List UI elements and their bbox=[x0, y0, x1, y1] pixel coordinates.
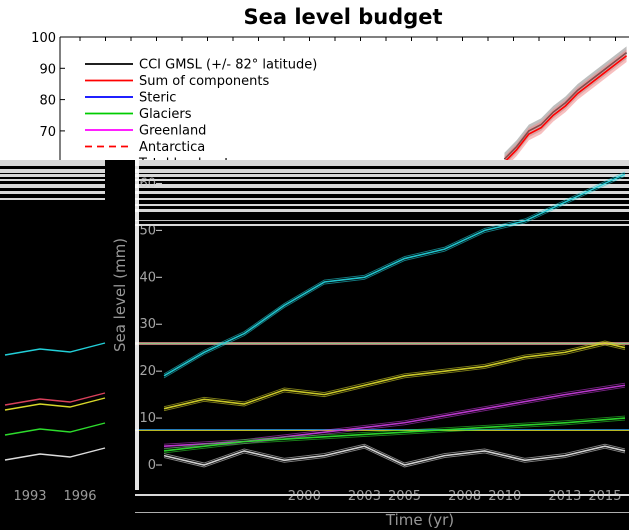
mini-series-line bbox=[4, 397, 106, 411]
y-tick-label: 70 bbox=[39, 125, 56, 140]
legend-entry: Greenland bbox=[139, 124, 206, 139]
lower-x-tick-label: 2003 bbox=[348, 489, 381, 504]
scanline-glitch bbox=[0, 204, 629, 206]
lower-series-line bbox=[163, 173, 626, 377]
lower-x-tick-label: 2005 bbox=[388, 489, 421, 504]
legend-entry: Sum of components bbox=[139, 74, 269, 89]
lower-y-tick-label: 10 bbox=[139, 411, 156, 426]
lower-series-line bbox=[163, 443, 626, 464]
legend-entry: Antarctica bbox=[139, 140, 205, 155]
lower-series-line bbox=[163, 340, 626, 408]
lower-series-line bbox=[163, 419, 626, 454]
mini-series-line bbox=[4, 447, 106, 461]
scanline-glitch bbox=[0, 343, 629, 344]
y-axis-glitch bbox=[135, 160, 139, 490]
lower-y-tick-label: 60 bbox=[139, 176, 156, 191]
legend-entry: Steric bbox=[139, 91, 176, 106]
scanline-glitch bbox=[0, 191, 629, 194]
scanline-glitch bbox=[0, 184, 629, 188]
lower-plot-area: 0 10 20 30 40 50 60 1993 1996 2000 2003 2005 2008 201… bbox=[0, 160, 629, 530]
scanline-glitch bbox=[0, 198, 629, 200]
scanline-glitch bbox=[0, 512, 629, 513]
scanline-glitch bbox=[0, 494, 629, 496]
mini-series-line bbox=[4, 342, 106, 356]
lower-y-tick-label: 40 bbox=[139, 270, 156, 285]
scanline-glitch bbox=[0, 169, 629, 173]
lower-y-tick-label: 30 bbox=[139, 317, 156, 332]
mini-series-line bbox=[4, 392, 106, 406]
legend-entry: CCI GMSL (+/- 82° latitude) bbox=[139, 58, 317, 73]
scanline-glitch bbox=[0, 220, 629, 221]
lower-series-line bbox=[163, 417, 626, 452]
series-line bbox=[503, 55, 628, 163]
lower-series-line bbox=[163, 447, 626, 468]
lower-series-line bbox=[163, 415, 626, 450]
y-tick-label: 100 bbox=[31, 31, 56, 46]
lower-series-line bbox=[163, 342, 626, 410]
legend-entry: Glaciers bbox=[139, 107, 192, 122]
upper-plot-area: 70 80 90 100 CCI GMSL (+/- 82° latitude)Sum … bbox=[31, 31, 629, 172]
mini-series-line bbox=[4, 422, 106, 436]
lower-x-tick-label: 1993 bbox=[13, 489, 46, 504]
scanline-glitch bbox=[0, 224, 629, 226]
chart-title: Sea level budget bbox=[243, 5, 442, 29]
lower-x-tick-label: 1996 bbox=[63, 489, 96, 504]
scanline-glitch bbox=[0, 160, 629, 166]
lower-x-tick-label: 2000 bbox=[288, 489, 321, 504]
vertical-glitch-strip bbox=[105, 160, 135, 530]
scanline-glitch bbox=[0, 430, 629, 431]
x-axis-label: Time (yr) bbox=[385, 511, 454, 529]
lower-x-tick-label: 2008 bbox=[448, 489, 481, 504]
lower-y-tick-label: 50 bbox=[139, 223, 156, 238]
y-tick-label: 80 bbox=[39, 94, 56, 109]
y-tick-label: 90 bbox=[39, 62, 56, 77]
lower-series-line bbox=[163, 171, 626, 375]
scanline-glitch bbox=[0, 179, 629, 181]
lower-y-tick-label: 20 bbox=[139, 364, 156, 379]
corrupted-lower-band: 0 10 20 30 40 50 60 1993 1996 2000 2003 2005 2008 201… bbox=[0, 160, 629, 530]
lower-x-tick-label: 2010 bbox=[488, 489, 521, 504]
lower-x-tick-label: 2013 bbox=[548, 489, 581, 504]
scanline-glitch bbox=[0, 174, 629, 177]
lower-x-tick-label: 2015 bbox=[588, 489, 621, 504]
scanline-glitch bbox=[0, 429, 629, 430]
left-glitch-block bbox=[0, 200, 105, 530]
lower-series-line bbox=[163, 445, 626, 466]
lower-series-line bbox=[163, 344, 626, 412]
uncertainty-band bbox=[504, 49, 627, 169]
scanline-glitch bbox=[0, 209, 629, 212]
lower-y-tick-label: 0 bbox=[148, 458, 156, 473]
lower-series-line bbox=[163, 175, 626, 379]
lower-ylabel: Sea level (mm) bbox=[111, 238, 129, 352]
